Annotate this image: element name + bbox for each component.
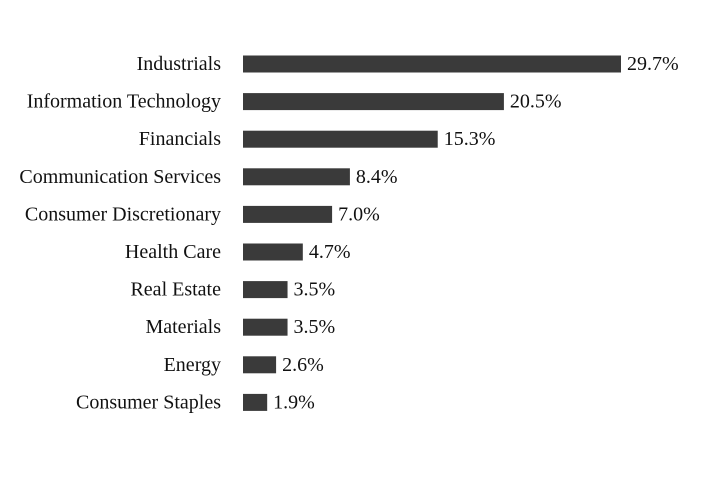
value-label: 20.5%	[510, 91, 562, 113]
category-label: Materials	[145, 316, 221, 338]
value-label: 3.5%	[294, 316, 336, 338]
category-label: Industrials	[137, 53, 222, 75]
bar	[243, 93, 504, 111]
value-label: 4.7%	[309, 241, 351, 263]
bar	[243, 356, 277, 374]
bar	[243, 130, 438, 148]
value-label: 1.9%	[273, 391, 315, 413]
bar	[243, 243, 303, 261]
category-label: Communication Services	[19, 166, 221, 188]
category-label: Consumer Staples	[76, 391, 221, 413]
category-label: Financials	[139, 128, 221, 150]
category-label: Information Technology	[27, 91, 221, 113]
value-label: 8.4%	[356, 166, 398, 188]
category-label: Health Care	[125, 241, 221, 263]
bar	[243, 393, 268, 411]
bar	[243, 205, 333, 223]
value-label: 3.5%	[294, 279, 336, 301]
bar	[243, 168, 350, 186]
category-label: Consumer Discretionary	[25, 203, 221, 225]
category-label: Real Estate	[130, 279, 221, 301]
value-label: 29.7%	[627, 53, 679, 75]
value-label: 7.0%	[338, 203, 380, 225]
bar	[243, 318, 288, 336]
bar	[243, 281, 288, 299]
value-label: 2.6%	[282, 354, 324, 376]
value-label: 15.3%	[444, 128, 496, 150]
category-label: Energy	[164, 354, 221, 376]
bar	[243, 55, 621, 73]
bars-group: Industrials 29.7% Information Technology 20…	[19, 53, 678, 413]
